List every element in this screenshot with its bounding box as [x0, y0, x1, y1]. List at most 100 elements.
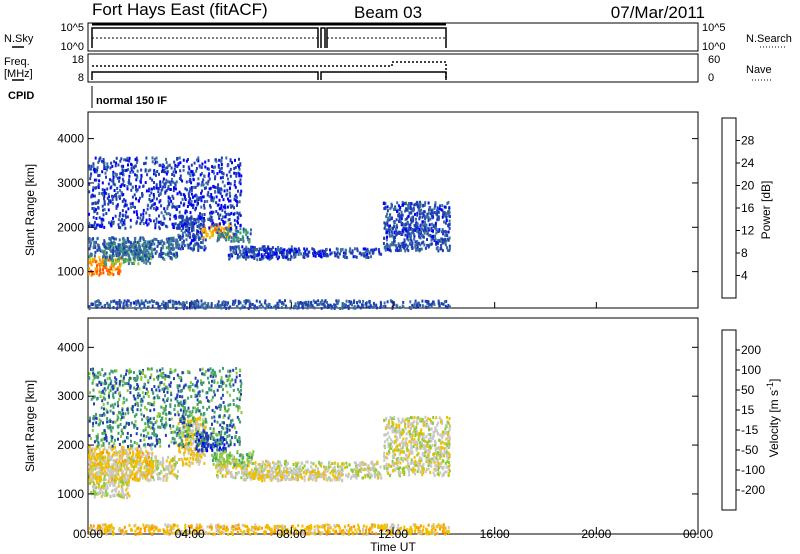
power-cell: [227, 177, 229, 181]
velocity-cell: [142, 460, 145, 463]
velocity-cell: [116, 477, 119, 481]
power-cell: [248, 250, 251, 254]
power-cell: [185, 188, 188, 192]
power-cell: [356, 304, 359, 308]
power-cell: [205, 181, 208, 185]
power-cell: [353, 300, 356, 304]
velocity-cell: [105, 461, 108, 465]
power-cell: [164, 306, 167, 310]
power-cell: [145, 258, 147, 262]
velocity-cell: [375, 473, 378, 477]
velocity-cell: [119, 480, 122, 484]
power-cell: [314, 254, 317, 258]
power-cell: [319, 301, 322, 305]
power-cell: [275, 252, 278, 255]
power-cell: [275, 250, 278, 254]
power-cell: [191, 247, 194, 251]
power-cell: [405, 217, 408, 221]
power-cell: [125, 245, 127, 249]
power-cell: [392, 220, 395, 224]
power-cell: [201, 195, 204, 199]
velocity-cell: [134, 455, 137, 459]
velocity-cell: [112, 459, 115, 462]
power-cell: [364, 250, 367, 254]
velocity-cell: [256, 476, 259, 480]
power-cell: [106, 268, 109, 272]
station-title: Fort Hays East (fitACF): [92, 0, 268, 19]
power-cell: [409, 223, 412, 227]
power-cell: [305, 303, 308, 307]
power-cell: [391, 233, 394, 236]
power-cell: [344, 248, 347, 252]
power-cell: [98, 269, 101, 273]
power-cell: [145, 252, 148, 256]
power-cell: [102, 193, 105, 197]
velocity-cell: [174, 463, 177, 467]
power-cell: [237, 171, 240, 175]
power-cell: [166, 166, 169, 170]
power-cell: [364, 247, 367, 251]
power-cell: [152, 248, 155, 252]
velocity-cell: [378, 472, 381, 476]
power-cell: [172, 196, 175, 200]
velocity-cell: [203, 445, 206, 448]
power-cell: [221, 176, 224, 179]
power-cell: [418, 303, 420, 307]
power-cell: [136, 240, 139, 244]
power-cell: [237, 240, 240, 244]
power-cell: [333, 251, 336, 255]
power-cell: [88, 238, 91, 242]
power-cell: [440, 230, 443, 234]
power-cell: [125, 210, 128, 214]
power-cell: [109, 166, 112, 170]
velocity-cell: [92, 452, 94, 456]
power-cell: [435, 240, 438, 244]
velocity-cell: [120, 449, 123, 453]
power-cell: [187, 165, 190, 169]
power-cell: [124, 169, 127, 173]
power-cell: [448, 226, 451, 230]
power-cell: [386, 230, 388, 234]
velocity-cell: [157, 475, 160, 479]
power-cell: [126, 215, 129, 219]
power-cell: [236, 216, 239, 219]
power-cell: [119, 243, 122, 247]
power-cell: [208, 172, 211, 176]
velocity-cell: [307, 476, 310, 480]
velocity-cell: [113, 451, 116, 455]
power-cell: [225, 193, 228, 197]
velocity-cell: [199, 460, 202, 464]
power-cell: [101, 263, 104, 267]
power-cell: [159, 306, 162, 310]
velocity-cell: [107, 464, 110, 468]
power-cell: [172, 225, 175, 229]
power-cell: [248, 238, 251, 242]
power-cell: [90, 302, 93, 306]
power-cell: [392, 301, 395, 305]
power-cell: [277, 245, 280, 249]
power-cell: [447, 213, 450, 217]
power-cell: [125, 253, 128, 257]
velocity-cell: [107, 461, 110, 465]
power-cell: [422, 229, 425, 233]
power-cell: [135, 210, 138, 214]
power-cell: [93, 244, 96, 248]
power-cell: [385, 228, 388, 232]
power-cell: [342, 251, 345, 255]
power-cell: [230, 236, 233, 240]
velocity-cell: [270, 469, 273, 473]
power-cell: [196, 217, 199, 221]
velocity-cell: [191, 433, 194, 437]
power-cell: [202, 302, 205, 306]
velocity-cell: [135, 461, 138, 465]
power-cell: [446, 202, 449, 205]
velocity-cell: [230, 474, 232, 478]
power-cell: [400, 217, 403, 221]
power-cell: [234, 158, 236, 162]
velocity-cell: [100, 478, 103, 482]
power-cell: [343, 303, 346, 307]
power-cell: [150, 239, 153, 243]
power-cell: [130, 188, 133, 192]
power-cell: [98, 179, 101, 183]
power-cell: [229, 229, 232, 233]
